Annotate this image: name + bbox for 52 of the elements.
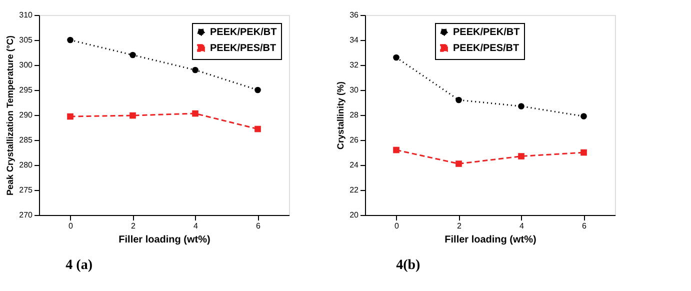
y-tick-label: 36: [350, 10, 360, 20]
point: [456, 160, 462, 167]
point: [130, 52, 136, 58]
y-tick-label: 24: [350, 160, 360, 170]
legend-label: PEEK/PES/BT: [453, 43, 520, 54]
x-tick-label: 6: [582, 222, 588, 230]
x-tick-label: 0: [394, 222, 400, 230]
x-tick-label: 2: [457, 222, 462, 230]
x-tick-label: 4: [520, 222, 525, 230]
y-tick-label: 305: [19, 36, 34, 44]
y-tick-label: 290: [19, 110, 34, 120]
point: [580, 113, 587, 120]
point: [67, 36, 74, 44]
point: [67, 113, 74, 120]
point: [518, 103, 524, 110]
legend-label: PEEK/PEK/BT: [453, 27, 520, 38]
legend-label: PEEK/PES/BT: [210, 43, 276, 54]
y-tick-label: 310: [19, 10, 34, 20]
y-tick-label: 275: [19, 186, 34, 194]
y-tick-label: 22: [350, 186, 360, 194]
point: [580, 149, 587, 156]
y-tick-label: 34: [350, 36, 360, 44]
y-tick-label: 20: [350, 210, 360, 220]
point: [393, 54, 400, 61]
point: [456, 96, 462, 104]
legend-label: PEEK/PEK/BT: [210, 27, 277, 38]
y-tick-label: 32: [350, 60, 360, 70]
text: 4(b): [396, 258, 421, 273]
y-axis-title: Peak Crystallization Temperature (°C): [5, 36, 16, 196]
point: [192, 66, 198, 74]
y-tick-label: 285: [19, 136, 34, 144]
x-axis-title: Filler loading (wt%): [118, 234, 210, 246]
y-tick-label: 300: [19, 60, 34, 70]
point: [130, 112, 136, 119]
point: [254, 86, 261, 94]
point: [518, 153, 524, 160]
y-tick-label: 30: [350, 86, 360, 94]
y-tick-label: 295: [19, 86, 34, 94]
y-tick-label: 280: [19, 160, 34, 170]
x-tick-label: 2: [131, 222, 136, 230]
text: 4 (a): [66, 258, 93, 273]
point: [254, 126, 261, 132]
y-axis-title: Crystallinity (%): [336, 81, 346, 150]
x-tick-label: 4: [194, 222, 199, 230]
point: [393, 146, 400, 154]
y-tick-label: 270: [19, 210, 34, 220]
point: [192, 110, 198, 117]
y-tick-label: 28: [350, 110, 360, 120]
x-tick-label: 6: [256, 222, 262, 230]
x-tick-label: 0: [68, 222, 74, 230]
y-tick-label: 26: [350, 136, 360, 144]
x-axis-title: Filler loading (wt%): [444, 234, 536, 246]
